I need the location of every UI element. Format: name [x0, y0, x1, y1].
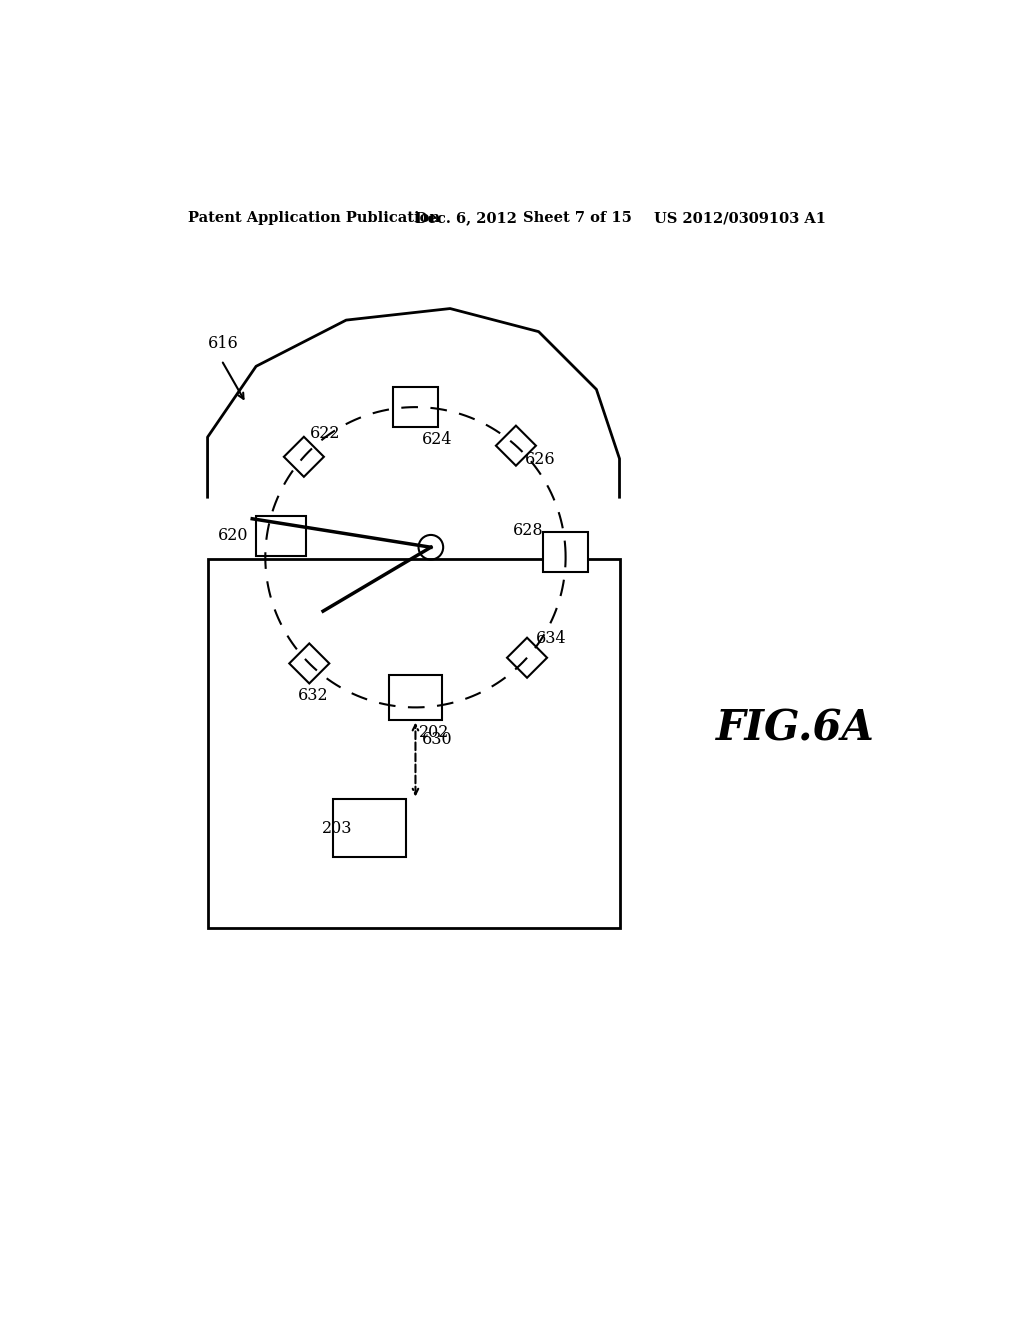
Bar [543, 532, 588, 572]
Text: 626: 626 [525, 451, 556, 469]
Bar [256, 516, 306, 556]
Text: Sheet 7 of 15: Sheet 7 of 15 [523, 211, 632, 226]
Text: 202: 202 [419, 725, 450, 742]
Bar [393, 387, 438, 428]
Bar [208, 558, 620, 928]
Text: 203: 203 [322, 820, 352, 837]
Polygon shape [284, 437, 324, 477]
Bar [333, 800, 406, 857]
Text: 616: 616 [208, 335, 239, 351]
Text: 620: 620 [217, 527, 248, 544]
Text: Dec. 6, 2012: Dec. 6, 2012 [416, 211, 517, 226]
Text: 634: 634 [537, 630, 567, 647]
Polygon shape [289, 643, 330, 684]
Polygon shape [507, 638, 547, 677]
Text: Patent Application Publication: Patent Application Publication [188, 211, 440, 226]
Text: 632: 632 [298, 688, 329, 705]
Text: 622: 622 [310, 425, 341, 442]
Text: FIG.6A: FIG.6A [716, 708, 874, 750]
Bar [388, 675, 442, 719]
Polygon shape [496, 425, 536, 466]
Text: 630: 630 [422, 731, 453, 748]
Text: US 2012/0309103 A1: US 2012/0309103 A1 [654, 211, 826, 226]
Text: 628: 628 [513, 521, 544, 539]
Text: 624: 624 [422, 430, 453, 447]
